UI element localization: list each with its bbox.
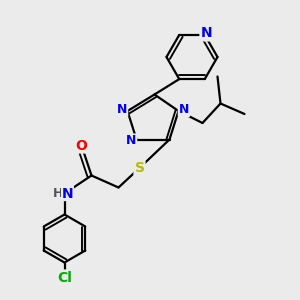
Text: N: N: [117, 103, 127, 116]
Text: N: N: [62, 187, 73, 200]
Text: N: N: [179, 103, 189, 116]
Text: S: S: [134, 161, 145, 175]
Text: N: N: [126, 134, 136, 148]
Text: O: O: [75, 139, 87, 152]
Text: Cl: Cl: [57, 271, 72, 284]
Text: H: H: [53, 187, 63, 200]
Text: N: N: [200, 26, 212, 40]
